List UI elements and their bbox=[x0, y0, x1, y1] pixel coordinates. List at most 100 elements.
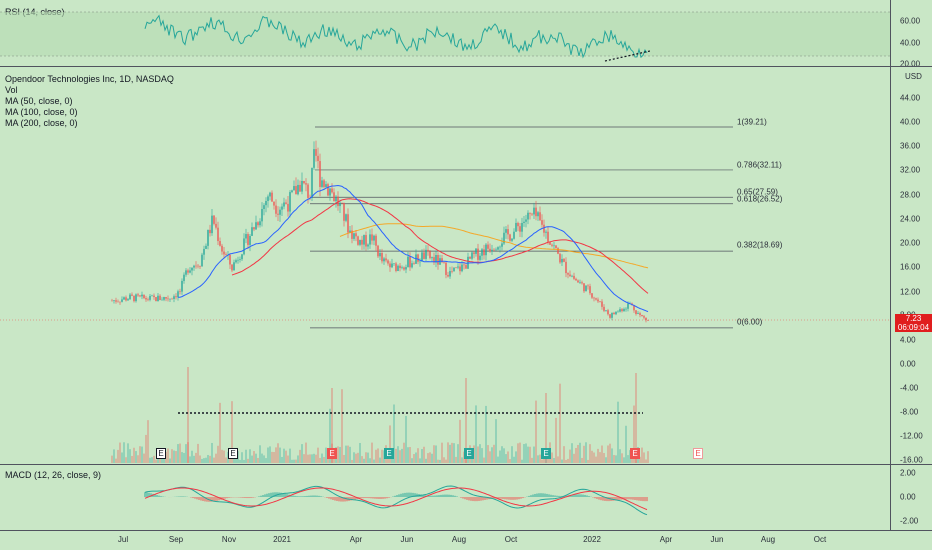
macd-hist-bar bbox=[630, 497, 632, 500]
macd-hist-bar bbox=[512, 497, 514, 500]
macd-hist-bar bbox=[628, 497, 630, 500]
macd-hist-bar bbox=[306, 495, 308, 497]
candle-body bbox=[133, 295, 135, 302]
candle-body bbox=[325, 184, 327, 188]
volume-bar bbox=[217, 445, 219, 463]
macd-hist-bar bbox=[550, 494, 552, 497]
volume-bar bbox=[519, 442, 521, 463]
candle-body bbox=[419, 261, 421, 263]
earnings-marker[interactable]: E bbox=[541, 448, 551, 459]
candle-body bbox=[599, 301, 601, 302]
earnings-marker[interactable]: E bbox=[384, 448, 394, 459]
candle-body bbox=[323, 180, 325, 188]
volume-bar bbox=[587, 459, 589, 463]
earnings-marker[interactable]: E bbox=[228, 448, 238, 459]
volume-bar bbox=[215, 453, 217, 463]
symbol-title: Opendoor Technologies Inc, 1D, NASDAQ bbox=[5, 74, 174, 84]
volume-bar bbox=[531, 457, 533, 463]
earnings-marker[interactable]: E bbox=[630, 448, 640, 459]
macd-hist-bar bbox=[182, 496, 184, 497]
candle-body bbox=[645, 317, 647, 321]
candle-body bbox=[515, 222, 517, 232]
candle-body bbox=[281, 206, 283, 210]
earnings-marker[interactable]: E bbox=[464, 448, 474, 459]
volume-bar bbox=[177, 444, 179, 463]
volume-bar bbox=[359, 442, 361, 463]
macd-hist-bar bbox=[374, 497, 376, 499]
volume-bar bbox=[311, 454, 313, 463]
macd-line bbox=[144, 485, 648, 516]
candle-body bbox=[565, 261, 567, 274]
earnings-marker[interactable]: E bbox=[327, 448, 337, 459]
volume-bar bbox=[639, 456, 641, 463]
candle-body bbox=[453, 267, 455, 272]
macd-hist-bar bbox=[284, 493, 286, 497]
volume-bar bbox=[527, 446, 529, 463]
volume-bar bbox=[271, 451, 273, 463]
macd-hist-bar bbox=[364, 497, 366, 499]
macd-hist-bar bbox=[394, 495, 396, 497]
macd-hist-bar bbox=[280, 492, 282, 497]
candle-body bbox=[275, 205, 277, 214]
volume-bar bbox=[581, 457, 583, 463]
candle-body bbox=[391, 263, 393, 268]
candle-body bbox=[469, 256, 471, 259]
main-pane[interactable]: Opendoor Technologies Inc, 1D, NASDAQ Vo… bbox=[0, 67, 890, 464]
volume-bar bbox=[257, 457, 259, 463]
volume-bar bbox=[283, 448, 285, 463]
volume-bar bbox=[557, 456, 559, 463]
volume-bar bbox=[501, 446, 503, 463]
volume-bar bbox=[251, 455, 253, 463]
volume-bar bbox=[213, 457, 215, 463]
macd-hist-bar bbox=[582, 494, 584, 497]
fib-retracement bbox=[310, 126, 733, 329]
earnings-marker[interactable]: E bbox=[693, 448, 703, 459]
volume-bar bbox=[473, 445, 475, 463]
macd-hist-bar bbox=[362, 497, 364, 499]
candle-body bbox=[503, 232, 505, 244]
macd-pane[interactable]: MACD (12, 26, close, 9) bbox=[0, 465, 890, 530]
pane-separator[interactable] bbox=[0, 464, 932, 465]
macd-hist-bar bbox=[530, 495, 532, 497]
earnings-marker[interactable]: E bbox=[156, 448, 166, 459]
fib-label-0786: 0.786(32.11) bbox=[737, 160, 782, 170]
candle-body bbox=[269, 192, 271, 197]
macd-chart bbox=[144, 485, 648, 516]
candle-body bbox=[359, 239, 361, 245]
price-tick: 24.00 bbox=[900, 214, 921, 224]
candle-body bbox=[433, 257, 435, 263]
macd-hist-bar bbox=[210, 497, 212, 502]
candle-body bbox=[473, 252, 475, 254]
volume-bar bbox=[133, 447, 135, 463]
candle-body bbox=[487, 244, 489, 249]
macd-hist-bar bbox=[214, 497, 216, 502]
macd-hist-bar bbox=[506, 497, 508, 500]
pane-separator[interactable] bbox=[0, 66, 932, 67]
volume-bar bbox=[457, 444, 459, 463]
volume-bar bbox=[363, 458, 365, 463]
macd-hist-bar bbox=[382, 497, 384, 499]
candle-body bbox=[215, 223, 217, 228]
candle-body bbox=[579, 282, 581, 283]
candle-body bbox=[135, 294, 137, 302]
volume-bar bbox=[535, 400, 537, 463]
macd-hist-bar bbox=[632, 497, 634, 500]
candle-body bbox=[491, 249, 493, 252]
volume-bar bbox=[369, 458, 371, 463]
candle-body bbox=[551, 244, 553, 246]
volume-bar bbox=[483, 457, 485, 463]
macd-hist-bar bbox=[268, 493, 270, 497]
macd-hist-bar bbox=[274, 492, 276, 497]
volume-bar bbox=[607, 445, 609, 463]
candle-body bbox=[115, 300, 117, 302]
macd-hist-bar bbox=[400, 493, 402, 497]
volume-bar bbox=[279, 447, 281, 463]
volume-bar bbox=[127, 443, 129, 463]
volume-bar bbox=[447, 442, 449, 463]
candle-body bbox=[313, 149, 315, 168]
candle-body bbox=[113, 300, 115, 301]
indicator-vol: Vol bbox=[5, 85, 18, 95]
macd-hist-bar bbox=[470, 497, 472, 501]
rsi-pane[interactable]: RSI (14, close) 60.00 40.00 20.00 bbox=[0, 0, 920, 69]
volume-bar bbox=[553, 457, 555, 463]
